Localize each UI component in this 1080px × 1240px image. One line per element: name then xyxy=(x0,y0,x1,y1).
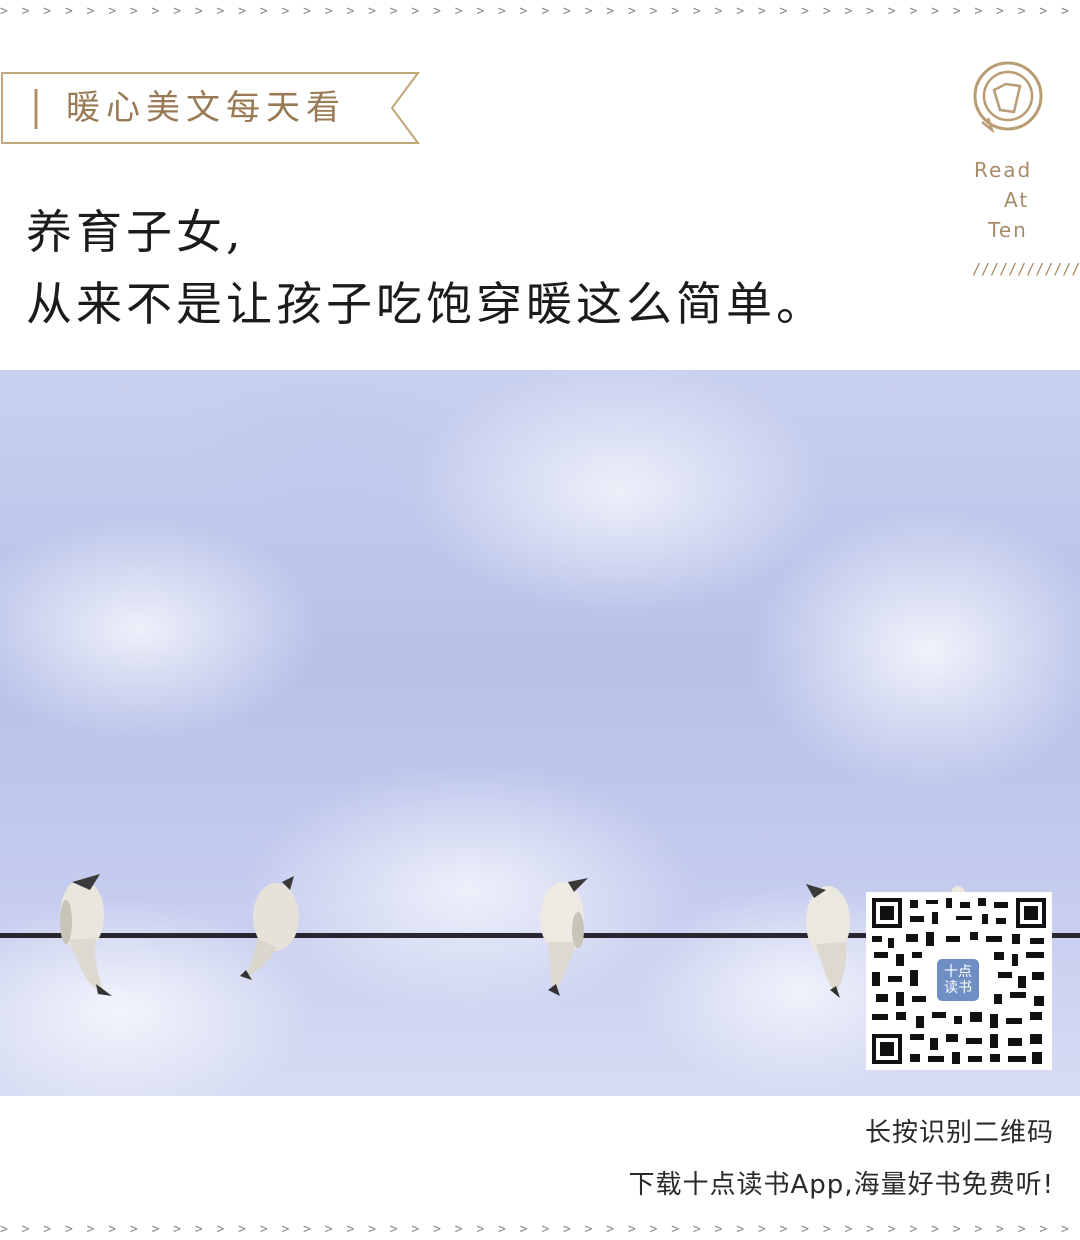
slash-decoration: //////////////// xyxy=(972,260,1080,278)
headline-line-1: 养育子女, xyxy=(26,205,245,259)
birds-illustration xyxy=(60,874,965,998)
category-tag: 暖心美文每天看 xyxy=(0,71,420,145)
brand-text-read: Read xyxy=(974,158,1033,182)
brand-logo-icon xyxy=(968,60,1048,140)
qr-app-badge-icon: 十点 读书 xyxy=(934,956,982,1004)
brand-text-at: At xyxy=(1004,188,1030,212)
top-dashed-border: > > > > > > > > > > > > > > > > > > > > … xyxy=(0,4,1080,19)
brand-text-ten: Ten xyxy=(988,218,1028,242)
bird-icon xyxy=(540,878,588,996)
tag-frame xyxy=(1,72,420,144)
bird-icon xyxy=(806,884,850,998)
qr-badge-text: 十点 读书 xyxy=(944,964,972,996)
qr-code[interactable]: 十点 读书 xyxy=(866,892,1052,1070)
qr-instruction: 长按识别二维码 xyxy=(864,1118,1054,1148)
app-promo-text: 下载十点读书App,海量好书免费听! xyxy=(628,1170,1054,1200)
bird-icon xyxy=(60,874,112,996)
power-wire xyxy=(0,933,1080,938)
category-tag-label: 暖心美文每天看 xyxy=(66,88,346,128)
headline-line-2: 从来不是让孩子吃饱穿暖这么简单。 xyxy=(26,277,826,331)
bird-icon xyxy=(240,876,299,980)
bottom-dashed-border: > > > > > > > > > > > > > > > > > > > > … xyxy=(0,1222,1080,1237)
